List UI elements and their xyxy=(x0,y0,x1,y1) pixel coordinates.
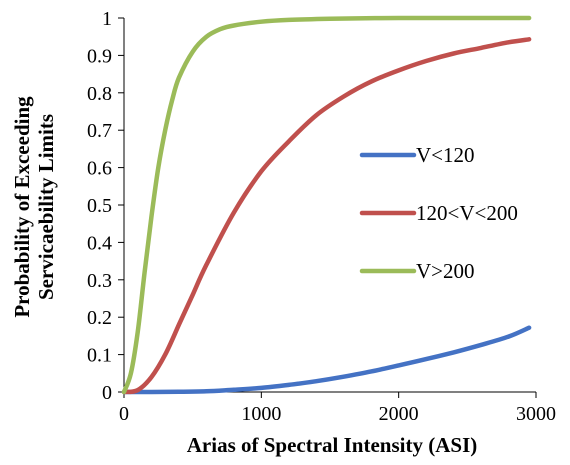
y-tick-label: 1 xyxy=(102,8,112,30)
y-tick-label: 0.3 xyxy=(87,270,112,292)
y-axis-title: Probability of Exceeding Servicaebility L… xyxy=(10,96,58,318)
y-tick-label: 0.7 xyxy=(87,120,112,142)
legend: V<120 120<V<200 V>200 xyxy=(359,143,518,283)
series-line xyxy=(121,325,532,395)
y-tick-label: 0.2 xyxy=(87,307,112,329)
x-axis-title: Arias of Spectral Intensity (ASI) xyxy=(187,433,477,457)
y-tick-label: 0.8 xyxy=(87,83,112,105)
y-axis-title-line: Servicaebility Limits xyxy=(34,114,58,300)
x-tick-label: 1000 xyxy=(241,403,281,425)
y-tick-label: 0 xyxy=(102,382,112,404)
y-axis-title-line: Probability of Exceeding xyxy=(10,96,34,318)
y-tick-label: 0.9 xyxy=(87,45,112,67)
y-tick-label: 0.5 xyxy=(87,195,112,217)
series-line xyxy=(121,15,532,395)
tick-group: 0 0.1 0.2 0.3 0.4 0.5 0.6 0.7 0.8 0.9 1 0 1000 2000 30… xyxy=(87,8,556,425)
x-tick-label: 2000 xyxy=(379,403,419,425)
y-tick-label: 0.6 xyxy=(87,158,112,180)
legend-label: 120<V<200 xyxy=(416,201,518,225)
legend-label: V<120 xyxy=(416,143,475,167)
x-tick-label: 0 xyxy=(119,403,129,425)
x-tick-label: 3000 xyxy=(516,403,556,425)
series-group xyxy=(121,15,532,395)
y-tick-label: 0.4 xyxy=(87,232,112,254)
y-tick-label: 0.1 xyxy=(87,345,112,367)
series-line xyxy=(121,37,532,395)
legend-label: V>200 xyxy=(416,259,475,283)
